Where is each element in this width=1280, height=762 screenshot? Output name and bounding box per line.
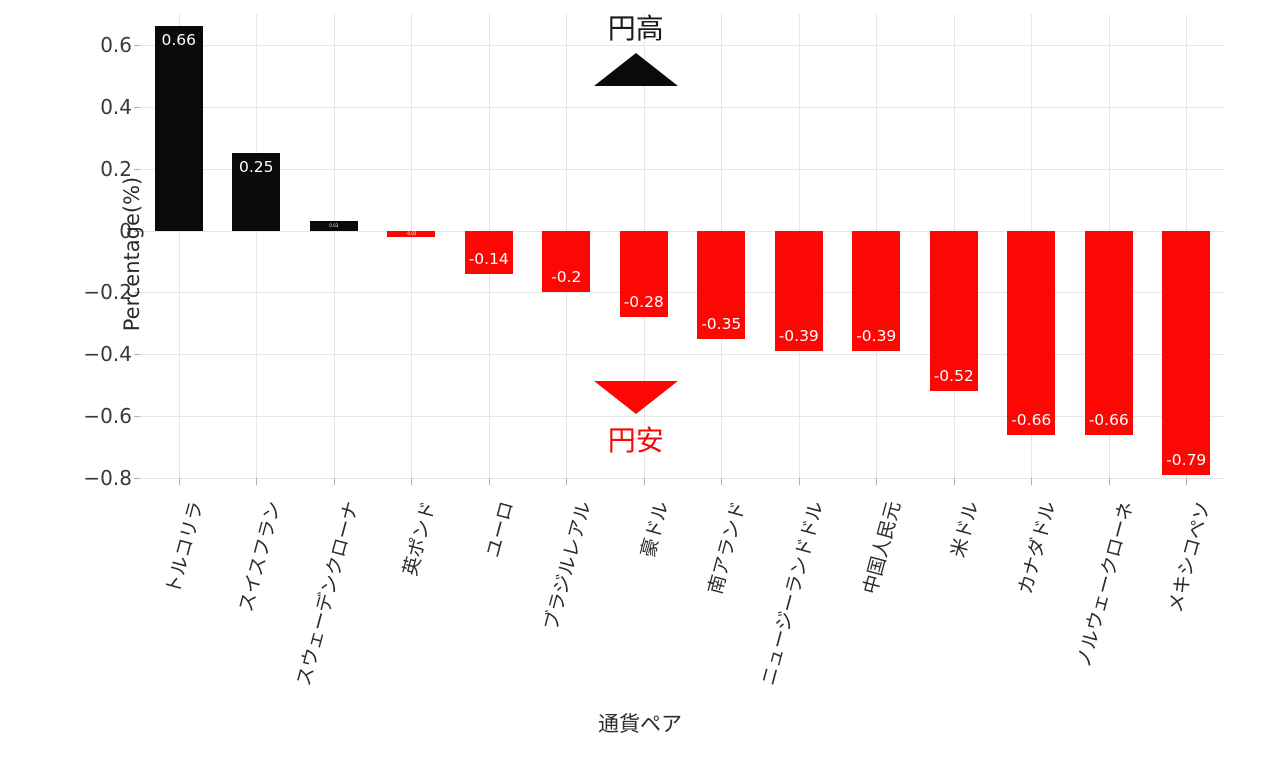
y-axis-tick-mark: [134, 106, 140, 108]
x-axis-tick-mark: [953, 478, 955, 485]
x-axis-tick-label: ユーロ: [481, 499, 518, 560]
annotation-down-triangle-icon: [593, 381, 678, 415]
annotation-up-triangle-icon: [593, 53, 678, 87]
bar-value-label: -0.39: [856, 327, 897, 346]
x-axis-tick-label: ノルウェークローネ: [1072, 499, 1138, 670]
bar: [1007, 230, 1056, 435]
annotation-yen-strong-text: 円高: [607, 12, 664, 46]
bar-value-label: -0.14: [468, 249, 509, 268]
y-axis-tick-mark: [134, 292, 140, 294]
y-axis-tick-mark: [134, 416, 140, 418]
bar-value-label: 0.03: [329, 222, 339, 228]
bar: [619, 230, 668, 318]
grid-line-horizontal: [140, 416, 1225, 418]
x-axis-tick-mark: [876, 478, 878, 485]
x-axis-tick-label: メキシコペソ: [1164, 499, 1216, 615]
bar-value-label: -0.66: [1088, 410, 1129, 429]
grid-line-horizontal: [140, 230, 1225, 232]
grid-line-horizontal: [140, 354, 1225, 356]
x-axis-tick-label: 中国人民元: [859, 499, 906, 597]
y-axis-tick-label: 0: [119, 218, 132, 243]
bar: [852, 230, 901, 352]
x-axis-tick-mark: [721, 478, 723, 485]
y-axis-tick-mark: [134, 168, 140, 170]
bar-value-label: -0.02: [406, 230, 417, 236]
plot-area: 0.66 0.25 0.03 -0.02 -0.14 -0.2 -0.28 -0.35 -0.3…: [83, 12, 1225, 688]
x-axis-tick-mark: [1186, 478, 1188, 485]
x-axis-tick-label: スイスフラン: [234, 499, 286, 615]
bar: [309, 221, 358, 231]
y-axis-tick-mark: [134, 44, 140, 46]
y-axis-tick-label: 0.2: [100, 156, 132, 181]
x-axis-label: 通貨ペア: [598, 712, 682, 736]
x-axis-tick-mark: [643, 478, 645, 485]
bar: [1162, 230, 1211, 475]
y-axis-tick-label: −0.4: [83, 342, 132, 367]
y-axis-tick-mark: [134, 478, 140, 479]
bar-value-label: 0.25: [238, 158, 274, 177]
bar: [542, 230, 591, 293]
grid-line-vertical: [256, 14, 258, 478]
x-axis-tick-mark: [256, 478, 258, 485]
bar-value-label: -0.52: [933, 367, 974, 386]
grid-line-horizontal: [140, 106, 1225, 108]
grid-line-vertical: [178, 14, 180, 478]
x-axis-tick-mark: [1031, 478, 1033, 485]
x-axis-tick-mark: [1108, 478, 1110, 485]
grid-line-vertical: [333, 14, 335, 478]
bar: [697, 230, 746, 339]
grid-line-horizontal: [140, 292, 1225, 294]
x-axis-tick-mark: [798, 478, 800, 485]
x-axis-tick-mark: [411, 478, 413, 485]
x-axis-tick-label: ブラジルレアル: [539, 499, 596, 633]
grid-line-horizontal: [140, 44, 1225, 46]
bar-value-label: -0.39: [778, 327, 819, 346]
bar: [1084, 230, 1133, 435]
y-axis-tick-label: −0.8: [83, 466, 132, 490]
y-axis-tick-label: −0.6: [83, 404, 132, 429]
x-axis-tick-mark: [178, 478, 180, 485]
x-axis-tick-label: 米ドル: [946, 499, 983, 560]
x-axis-tick-mark: [488, 478, 490, 485]
bar-value-label: -0.2: [551, 268, 582, 287]
grid-line-horizontal: [140, 478, 1225, 479]
x-axis-tick-label: トルコリラ: [162, 499, 208, 597]
x-axis-tick-label: カナダドル: [1014, 499, 1061, 597]
bar-value-label: -0.79: [1166, 450, 1207, 469]
bar-value-label: 0.66: [161, 31, 196, 50]
bar-value-label: -0.66: [1011, 410, 1052, 429]
y-axis-tick-label: −0.2: [83, 280, 132, 305]
y-axis-tick-mark: [134, 354, 140, 356]
y-axis-label: Percentage(%): [120, 176, 144, 332]
y-axis-tick-label: 0.6: [100, 32, 132, 57]
bar-value-label: -0.35: [701, 314, 742, 333]
x-axis-tick-label: 南アランド: [704, 499, 751, 597]
bar: [387, 230, 436, 237]
bar: [154, 26, 203, 231]
x-axis-tick-label: 英ポンド: [399, 499, 441, 579]
x-axis-tick-label: ニュージーランドドル: [757, 499, 828, 688]
x-axis-tick-label: スウェーデンクローナ: [292, 499, 363, 689]
bar: [774, 230, 823, 352]
x-axis-tick-mark: [333, 478, 335, 485]
y-axis-tick-mark: [134, 230, 140, 232]
annotation-yen-weak-text: 円安: [607, 424, 664, 458]
y-axis-tick-label: 0.4: [100, 94, 132, 119]
x-axis-tick-mark: [566, 478, 568, 485]
bar: [464, 230, 513, 274]
bar: [929, 230, 978, 392]
x-axis-tick-label: 豪ドル: [636, 499, 673, 560]
bar-value-label: -0.28: [623, 293, 664, 312]
bar: [232, 153, 281, 231]
grid-line-vertical: [411, 14, 413, 478]
grid-line-horizontal: [140, 168, 1225, 170]
